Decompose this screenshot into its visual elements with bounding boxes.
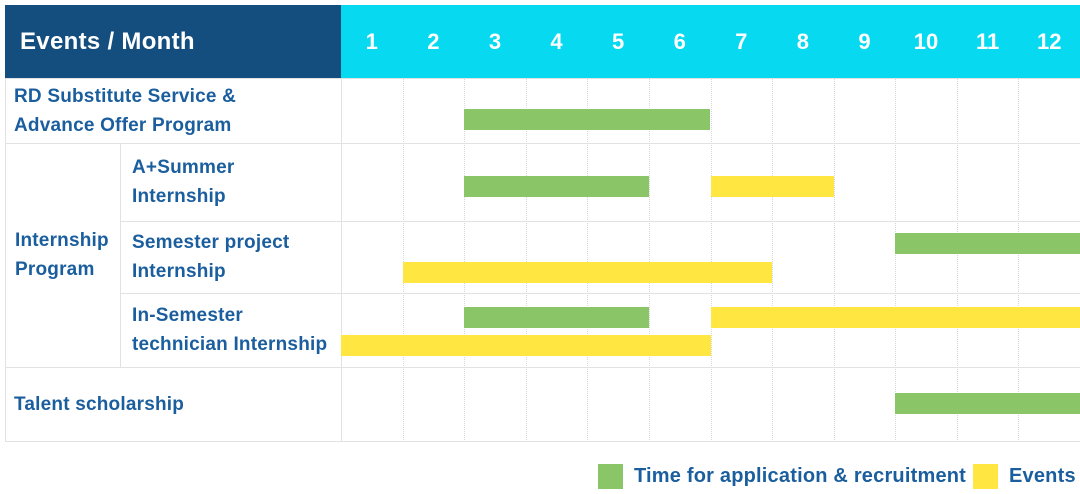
application-recruitment-bar [895,233,1080,254]
events-bar [341,335,711,356]
row-label-line: Talent scholarship [14,394,185,415]
header-events-month-cell: Events / Month [5,5,341,78]
grid-line-vertical [710,78,712,442]
row-label-3: In-Semester technician Internship [132,293,327,367]
grid-line-vertical [525,78,527,442]
grid-line-vertical [5,78,6,442]
row-label-group: Internship Program [15,143,109,367]
legend-label: Events [1009,464,1076,487]
month-label: 12 [1036,28,1062,54]
grid-line-vertical [772,78,774,442]
legend-item-events: Events [973,463,1076,489]
row-label-line: technician Internship [132,334,328,355]
grid-line-horizontal [5,78,1080,79]
row-label-line: Semester project [132,232,290,253]
row-label-line: Internship [15,230,109,251]
row-label-line: Internship [132,186,226,207]
month-label: 4 [550,28,563,54]
grid-line-horizontal [5,143,1080,144]
month-label: 7 [735,28,748,54]
month-label: 8 [796,28,809,54]
grid-line-vertical [587,78,589,442]
row-label-line: In-Semester [132,305,243,326]
header-months-band [341,5,1080,78]
grid-line-horizontal [120,221,1080,222]
application-recruitment-bar [464,307,649,328]
row-label-4: Talent scholarship [14,367,184,442]
grid-line-horizontal [5,441,1080,442]
header-title: Events / Month [20,27,195,55]
row-label-line: RD Substitute Service & [14,85,237,107]
events-bar [710,307,1080,328]
grid-line-vertical [402,78,404,442]
row-label-line: Program [15,259,95,280]
month-label: 6 [673,28,686,54]
grid-line-vertical [341,78,342,442]
grid-line-vertical [895,78,897,442]
legend-item-application: Time for application & recruitment [598,463,966,489]
application-recruitment-bar [895,393,1080,414]
legend-swatch-events [973,463,998,489]
grid-line-vertical [120,143,121,367]
application-recruitment-bar [464,176,649,197]
grid-line-horizontal [120,293,1080,294]
legend-swatch-application [598,463,623,489]
month-label: 11 [975,28,1000,54]
grid-line-vertical [1018,78,1020,442]
month-label: 1 [365,28,378,54]
grid-line-vertical [956,78,958,442]
month-label: 9 [858,28,871,54]
grid-line-vertical [648,78,650,442]
row-label-line: A+Summer [132,157,235,178]
events-bar [710,176,834,197]
grid-line-horizontal [5,367,1080,368]
month-label: 3 [488,28,502,54]
row-label-line: Internship [132,261,226,282]
row-label-0: RD Substitute Service & Advance Offer Pro… [14,78,236,143]
application-recruitment-bar [464,109,711,130]
month-label: 5 [611,28,625,54]
row-label-line: Advance Offer Program [14,114,232,136]
events-bar [402,262,773,283]
grid-line-vertical [833,78,835,442]
legend-label: Time for application & recruitment [634,464,967,487]
row-label-2: Semester project Internship [132,221,289,293]
month-label: 2 [427,28,440,54]
row-label-1: A+Summer Internship [132,143,234,221]
grid-line-vertical [464,78,466,442]
month-label: 10 [913,28,939,54]
